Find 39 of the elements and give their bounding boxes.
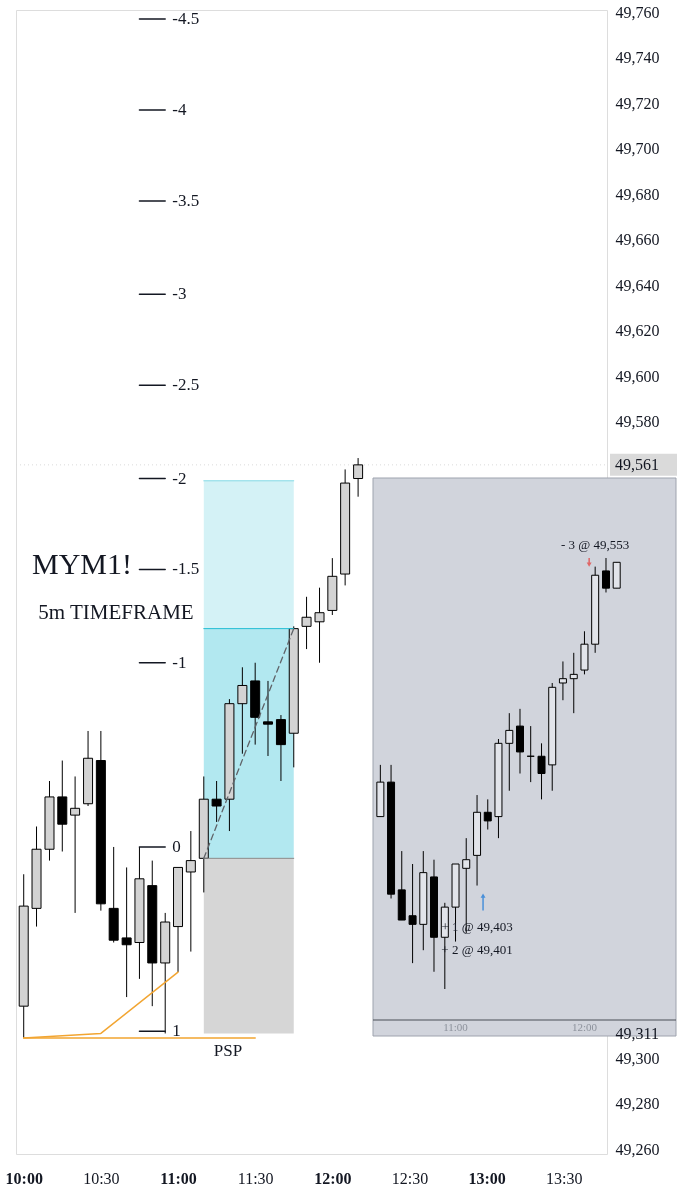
series-label: 1 [172,1021,181,1041]
y-tick-label: 49,700 [615,140,660,158]
y-tick-label: 49,620 [615,322,660,340]
series-label: 0 [172,836,181,856]
y-tick-label: 49,600 [615,367,660,385]
x-tick-label: 11:00 [160,1169,197,1187]
x-tick-label: 10:30 [83,1169,120,1187]
x-tick-label: 13:00 [468,1169,506,1187]
series-label: -3.5 [172,191,200,211]
y-tick-label: 49,280 [615,1095,660,1113]
annotation: PSP [213,1041,243,1060]
series-label: -1 [172,652,187,672]
series-label: -3 [172,284,187,304]
ref-line-label: 49,561 [615,455,659,473]
x-tick-label: 11:00 [443,1021,469,1033]
y-tick-label: 49,760 [615,3,660,21]
annotation: - 3 @ 49,553 [561,536,630,552]
x-tick-label: 12:00 [571,1021,598,1033]
y-tick-label: 49,720 [615,94,660,112]
y-tick-label: 49,580 [615,413,660,431]
text: 5m TIMEFRAME [38,600,194,624]
series-label: -4.5 [172,9,200,29]
series-label: -4 [172,100,187,120]
y-tick-label: 49,300 [615,1049,660,1067]
series-label: -1.5 [172,559,200,579]
series-label: -2.5 [172,375,200,395]
y-tick-label: 49,740 [615,49,660,67]
x-tick-label: 13:30 [546,1169,583,1187]
series-label: -2 [172,468,187,488]
y-tick-label: 49,311 [615,1024,659,1042]
x-tick-label: 12:30 [391,1169,429,1187]
x-tick-label: 10:00 [5,1169,43,1187]
y-tick-label: 49,260 [615,1140,660,1158]
x-tick-label: 11:30 [237,1169,274,1187]
y-tick-label: 49,640 [615,276,660,294]
x-tick-label: 12:00 [314,1169,352,1187]
text: MYM1! [31,547,133,580]
y-tick-label: 49,680 [615,185,660,203]
y-tick-label: 49,660 [615,231,660,249]
